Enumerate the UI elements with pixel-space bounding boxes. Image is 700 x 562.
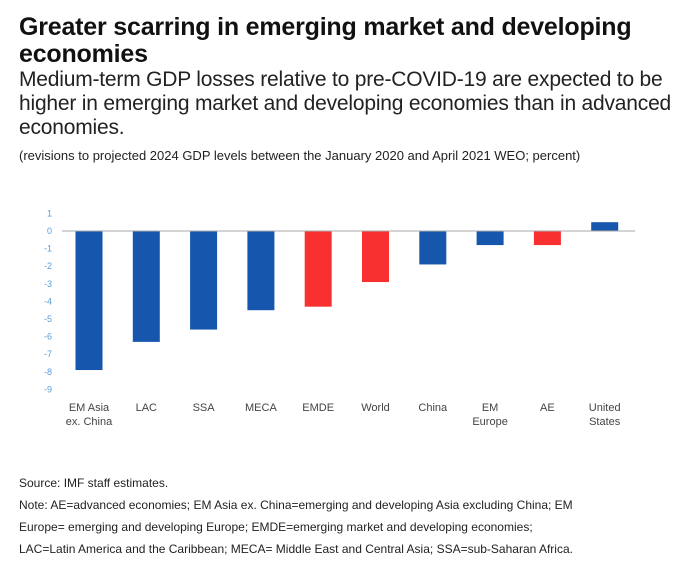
y-tick-label: -7 (44, 349, 52, 359)
x-category-label: EMDE (302, 402, 334, 414)
bar (362, 231, 389, 283)
y-tick-label: 0 (47, 226, 52, 236)
bar (304, 231, 332, 307)
bar (247, 231, 275, 311)
chart-units-note: (revisions to projected 2024 GDP levels … (19, 148, 581, 163)
bar (132, 231, 160, 342)
x-category-label: World (361, 402, 390, 414)
x-category-label: EM Asia ex. China (66, 402, 113, 428)
y-tick-label: -4 (44, 296, 52, 306)
y-axis-ticks: 1 0 -1 -2 -3 -4 -5 -6 -7 -8 -9 (44, 208, 52, 394)
note-line-2: Europe= emerging and developing Europe; … (19, 520, 533, 534)
y-tick-label: -5 (44, 314, 52, 324)
note-line-1: Note: AE=advanced economies; EM Asia ex.… (19, 498, 573, 512)
bar (591, 222, 619, 231)
x-category-label: United States (589, 402, 621, 428)
note-line-3: LAC=Latin America and the Caribbean; MEC… (19, 542, 573, 556)
chart-title: Greater scarring in emerging market and … (19, 13, 632, 68)
y-tick-label: -3 (44, 279, 52, 289)
y-tick-label: 1 (47, 208, 52, 218)
x-category-label: SSA (193, 402, 216, 414)
x-category-label: LAC (136, 402, 157, 414)
bars (75, 222, 619, 371)
bar (419, 231, 447, 265)
source-note: Source: IMF staff estimates. (19, 476, 169, 490)
bar (533, 231, 561, 246)
y-tick-label: -8 (44, 367, 52, 377)
bar (190, 231, 218, 330)
chart-subtitle: Medium-term GDP losses relative to pre-C… (19, 68, 672, 139)
y-tick-label: -1 (44, 244, 52, 254)
y-tick-label: -6 (44, 332, 52, 342)
x-category-label: China (418, 402, 448, 414)
bar-chart: 1 0 -1 -2 -3 -4 -5 -6 -7 -8 -9 EM Asia ex. China LAC… (44, 208, 635, 428)
x-axis-categories: EM Asia ex. China LAC SSA MECA EMDE World China… (66, 402, 621, 428)
x-category-label: EM Europe (472, 402, 507, 428)
y-tick-label: -9 (44, 384, 52, 394)
x-category-label: MECA (245, 402, 277, 414)
y-tick-label: -2 (44, 261, 52, 271)
bar (476, 231, 504, 246)
bar (75, 231, 103, 371)
x-category-label: AE (540, 402, 555, 414)
